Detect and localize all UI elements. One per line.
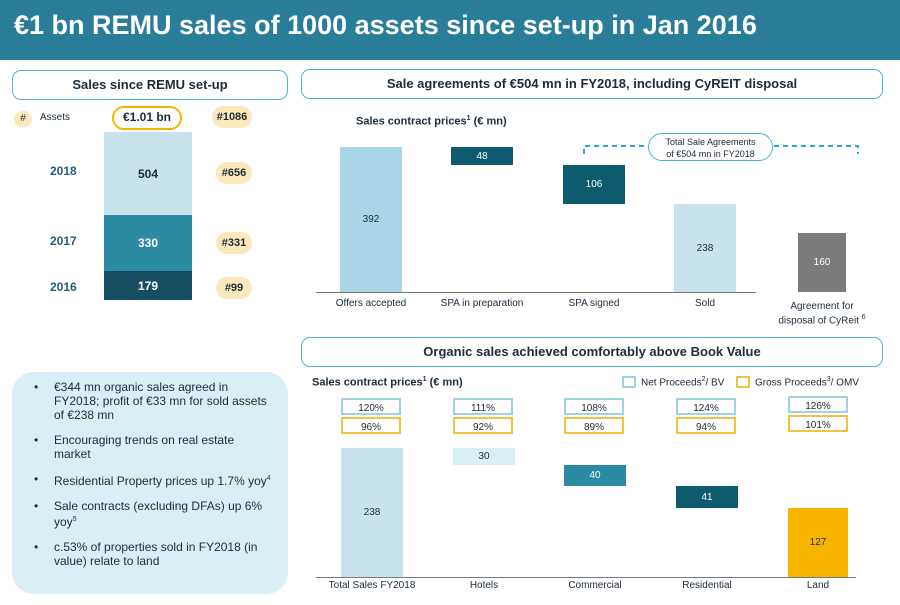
bar-total-sales: 238 xyxy=(341,448,403,577)
hash-badge: # xyxy=(14,111,32,127)
left-panel-header: Sales since REMU set-up xyxy=(12,70,288,100)
bar-spa-in-preparation: 48 xyxy=(451,147,513,165)
year-label-2016: 2016 xyxy=(50,280,77,294)
xlabel-land: Land xyxy=(806,580,830,591)
year-label-2017: 2017 xyxy=(50,234,77,248)
highlight-item: Sale contracts (excluding DFAs) up 6% yo… xyxy=(34,499,272,529)
xlabel-hotels: Hotels xyxy=(469,580,499,591)
legend-net-label: Net Proceeds2/ BV xyxy=(641,376,725,389)
legend-gross-swatch xyxy=(736,376,750,388)
gross-pct-land: 101% xyxy=(788,415,848,432)
stack-segment-2016: 179 xyxy=(104,271,192,300)
page-title: €1 bn REMU sales of 1000 assets since se… xyxy=(14,10,757,40)
bar-spa-signed: 106 xyxy=(563,165,625,204)
legend-net-swatch xyxy=(622,376,636,388)
stack-segment-2018: 504 xyxy=(104,132,192,215)
xlabel-cyreit-disposal: Agreement for disposal of CyReit 6 xyxy=(778,301,866,327)
gross-pct-residential: 94% xyxy=(676,417,736,434)
xlabel-spa-signed: SPA signed xyxy=(568,298,620,309)
year-label-2018: 2018 xyxy=(50,164,77,178)
gross-pct-commercial: 89% xyxy=(564,417,624,434)
xlabel-offers-accepted: Offers accepted xyxy=(335,298,407,309)
assets-pill-2016: #99 xyxy=(216,277,252,299)
gross-pct-total: 96% xyxy=(341,417,401,434)
assets-label: Assets xyxy=(40,112,71,123)
net-pct-hotels: 111% xyxy=(453,398,513,415)
total-assets-pill: #1086 xyxy=(212,106,252,128)
bar-cyreit-disposal: 160 xyxy=(798,233,846,292)
title-bar xyxy=(0,0,900,60)
net-pct-land: 126% xyxy=(788,396,848,413)
highlight-item: Residential Property prices up 1.7% yoy4 xyxy=(34,472,272,488)
highlight-item: €344 mn organic sales agreed in FY2018; … xyxy=(34,380,272,422)
assets-pill-2018: #656 xyxy=(216,162,252,184)
xlabel-total-sales: Total Sales FY2018 xyxy=(328,580,416,591)
bar-sold: 238 xyxy=(674,204,736,292)
xlabel-commercial: Commercial xyxy=(568,580,622,591)
net-pct-total: 120% xyxy=(341,398,401,415)
top-chart-axis xyxy=(316,292,756,293)
total-value-oval: €1.01 bn xyxy=(112,106,182,130)
top-right-header: Sale agreements of €504 mn in FY2018, in… xyxy=(301,69,883,99)
bar-land: 127 xyxy=(788,508,848,577)
bottom-chart-axis xyxy=(316,577,856,578)
assets-pill-2017: #331 xyxy=(216,232,252,254)
net-pct-residential: 124% xyxy=(676,398,736,415)
legend-gross-label: Gross Proceeds3/ OMV xyxy=(755,376,859,389)
top-chart-subtitle: Sales contract prices1 (€ mn) xyxy=(356,115,507,128)
bar-commercial: 40 xyxy=(564,465,626,486)
xlabel-sold: Sold xyxy=(694,298,715,309)
bar-residential: 41 xyxy=(676,486,738,508)
highlight-item: Encouraging trends on real estate market xyxy=(34,433,272,461)
xlabel-residential: Residential xyxy=(682,580,732,591)
callout-total-agreements: Total Sale Agreements of €504 mn in FY20… xyxy=(648,133,773,161)
bottom-chart-subtitle: Sales contract prices1 (€ mn) xyxy=(312,376,463,389)
highlights-list: €344 mn organic sales agreed in FY2018; … xyxy=(34,380,272,579)
bar-hotels: 30 xyxy=(453,448,515,465)
net-pct-commercial: 108% xyxy=(564,398,624,415)
stack-segment-2017: 330 xyxy=(104,215,192,271)
xlabel-spa-in-preparation: SPA in preparation xyxy=(440,298,524,309)
highlight-item: c.53% of properties sold in FY2018 (in v… xyxy=(34,540,272,568)
bottom-right-header: Organic sales achieved comfortably above… xyxy=(301,337,883,367)
bar-offers-accepted: 392 xyxy=(340,147,402,292)
gross-pct-hotels: 92% xyxy=(453,417,513,434)
